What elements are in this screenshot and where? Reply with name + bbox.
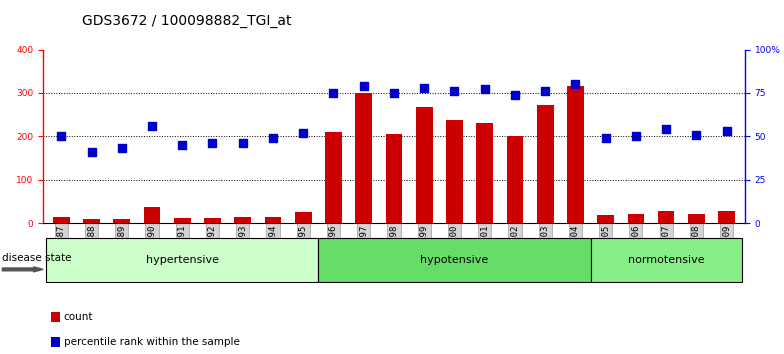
Bar bbox=[325, 132, 342, 223]
Text: hypertensive: hypertensive bbox=[146, 255, 219, 265]
Text: disease state: disease state bbox=[2, 253, 72, 263]
Bar bbox=[174, 218, 191, 223]
Point bbox=[327, 90, 339, 96]
Bar bbox=[265, 217, 281, 223]
FancyBboxPatch shape bbox=[590, 238, 742, 282]
Point bbox=[478, 87, 491, 92]
Bar bbox=[597, 215, 614, 223]
FancyBboxPatch shape bbox=[318, 238, 590, 282]
Bar bbox=[537, 105, 554, 223]
FancyBboxPatch shape bbox=[46, 238, 318, 282]
Point bbox=[569, 81, 582, 87]
Bar bbox=[295, 212, 311, 223]
Point bbox=[176, 142, 188, 148]
Point bbox=[115, 145, 128, 151]
Point bbox=[539, 88, 551, 94]
Point bbox=[55, 133, 67, 139]
Point bbox=[237, 141, 249, 146]
Bar bbox=[477, 123, 493, 223]
Bar bbox=[83, 219, 100, 223]
Bar bbox=[658, 211, 674, 223]
Bar bbox=[355, 93, 372, 223]
Text: count: count bbox=[64, 312, 93, 322]
Point bbox=[660, 126, 673, 132]
Bar bbox=[204, 218, 221, 223]
Point bbox=[146, 123, 158, 129]
Point bbox=[387, 90, 400, 96]
Bar bbox=[416, 107, 433, 223]
Bar bbox=[386, 134, 402, 223]
Bar bbox=[446, 120, 463, 223]
Bar bbox=[114, 219, 130, 223]
Text: normotensive: normotensive bbox=[628, 255, 705, 265]
Bar bbox=[506, 136, 523, 223]
Bar bbox=[234, 217, 251, 223]
Point bbox=[448, 88, 461, 94]
Point bbox=[267, 135, 279, 141]
Point bbox=[358, 83, 370, 89]
Bar bbox=[688, 215, 705, 223]
Point bbox=[630, 133, 642, 139]
Bar bbox=[53, 217, 70, 223]
Bar bbox=[718, 211, 735, 223]
Point bbox=[509, 92, 521, 97]
Text: GDS3672 / 100098882_TGI_at: GDS3672 / 100098882_TGI_at bbox=[82, 14, 292, 28]
Point bbox=[690, 132, 702, 137]
Point bbox=[600, 135, 612, 141]
Text: percentile rank within the sample: percentile rank within the sample bbox=[64, 337, 239, 347]
Point bbox=[297, 130, 310, 136]
Point bbox=[206, 141, 219, 146]
Point bbox=[720, 128, 733, 134]
Point bbox=[85, 149, 98, 155]
Point bbox=[418, 85, 430, 91]
Bar bbox=[628, 215, 644, 223]
Bar bbox=[567, 86, 584, 223]
Text: hypotensive: hypotensive bbox=[420, 255, 488, 265]
Bar bbox=[143, 206, 160, 223]
